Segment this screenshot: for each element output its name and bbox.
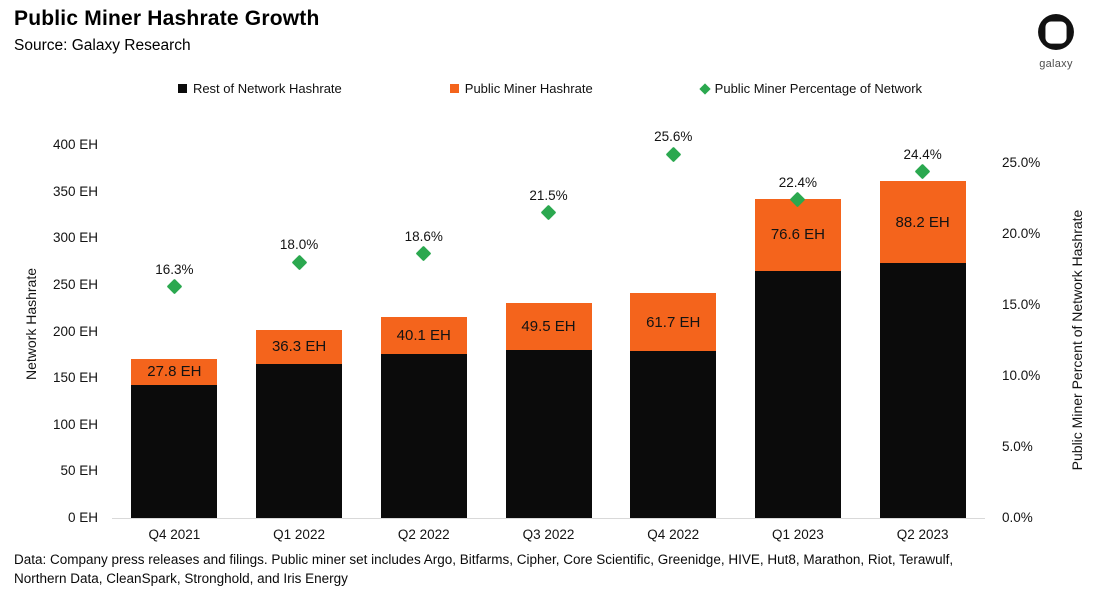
legend-square-icon [177,84,187,93]
y-axis-tick-left: 200 EH [52,323,98,339]
bar-public-segment: 36.3 EH [256,329,343,364]
right-axis-title: Public Miner Percent of Network Hashrate [1069,209,1085,471]
bar-rest-segment [630,350,717,518]
y-axis-tick-right: 5.0% [1002,439,1033,454]
percent-diamond-marker [416,246,432,262]
y-axis-tick-left: 400 EH [52,137,98,152]
percent-diamond-marker [540,204,557,221]
y-axis-tick-left: 50 EH [60,463,98,479]
bar-value-label: 76.6 EH [770,226,826,244]
galaxy-logo-text: galaxy [1039,58,1073,70]
legend-label: Public Miner Hashrate [464,81,593,96]
percent-value-label: 22.4% [778,174,818,190]
percent-diamond-marker [665,146,681,163]
y-axis-tick-right: 25.0% [1002,155,1041,170]
y-axis-tick-left: 300 EH [52,230,98,246]
percent-value-label: 25.6% [654,129,693,145]
bar-public-segment: 40.1 EH [380,316,467,355]
bar-rest-segment [505,349,592,518]
x-axis-tick-label: Q2 2023 [896,527,949,542]
legend-item-1: Rest of Network Hashrate [177,81,342,96]
galaxy-logo: galaxy [1033,13,1079,70]
bar-value-label: 61.7 EH [646,313,701,331]
galaxy-logo-icon [1038,14,1074,50]
bar-rest-segment [256,363,343,518]
bar-rest-segment [879,263,966,518]
legend-item-2: Public Miner Hashrate [449,81,593,96]
y-axis-tick-right: 0.0% [1002,510,1033,525]
bar-value-label: 27.8 EH [147,363,202,381]
x-axis-tick-label: Q1 2022 [273,527,325,542]
bar-public-segment: 88.2 EH [879,180,966,264]
percent-diamond-marker [914,163,931,180]
legend-item-3: Public Miner Percentage of Network [699,81,923,96]
bar-value-label: 36.3 EH [271,338,327,356]
percent-value-label: 18.6% [404,228,443,244]
y-axis-tick-right: 10.0% [1002,368,1041,383]
percent-value-label: 24.4% [903,146,942,162]
bar-value-label: 49.5 EH [521,317,576,335]
chart-legend: Rest of Network Hashrate Public Miner Has… [0,81,1100,96]
bar-rest-segment [131,384,218,518]
bar-value-label: 40.1 EH [396,327,451,345]
bar-public-segment: 76.6 EH [754,199,841,271]
percent-diamond-marker [291,254,307,271]
chart-subtitle: Source: Galaxy Research [14,37,191,54]
plot-area: 27.8 EH 16.3% Q4 2021 36.3 EH 18.0% Q1 2022 40… [112,129,985,542]
x-axis-tick-label: Q4 2022 [647,527,700,542]
y-axis-tick-left: 350 EH [52,183,98,199]
chart-title: Public Miner Hashrate Growth [14,7,320,30]
y-axis-tick-right: 15.0% [1002,297,1041,312]
bar-rest-segment [754,270,841,518]
x-axis-tick-label: Q1 2023 [772,527,824,542]
x-axis-tick-label: Q3 2022 [522,527,575,542]
y-axis-tick-left: 250 EH [52,276,98,292]
x-axis-tick-label: Q4 2021 [148,527,201,542]
percent-diamond-marker [166,278,183,295]
bar-rest-segment [380,354,467,518]
bar-public-segment: 49.5 EH [505,303,592,350]
y-axis-tick-right: 20.0% [1002,226,1041,241]
y-axis-tick-left: 150 EH [52,370,98,386]
percent-value-label: 21.5% [529,187,568,203]
legend-label: Public Miner Percentage of Network [714,81,923,96]
y-axis-tick-left: 100 EH [52,416,98,432]
bar-public-segment: 61.7 EH [630,293,717,351]
y-axis-tick-left: 0 EH [67,510,98,525]
percent-value-label: 18.0% [279,237,319,253]
legend-diamond-icon [699,82,711,95]
legend-label: Rest of Network Hashrate [192,81,342,96]
legend-square-icon [449,84,459,93]
x-axis-tick-label: Q2 2022 [397,527,450,542]
bar-value-label: 88.2 EH [895,213,950,231]
bar-public-segment: 27.8 EH [131,358,218,385]
chart-footnote: Data: Company press releases and filings… [14,552,954,586]
percent-value-label: 16.3% [155,261,194,277]
